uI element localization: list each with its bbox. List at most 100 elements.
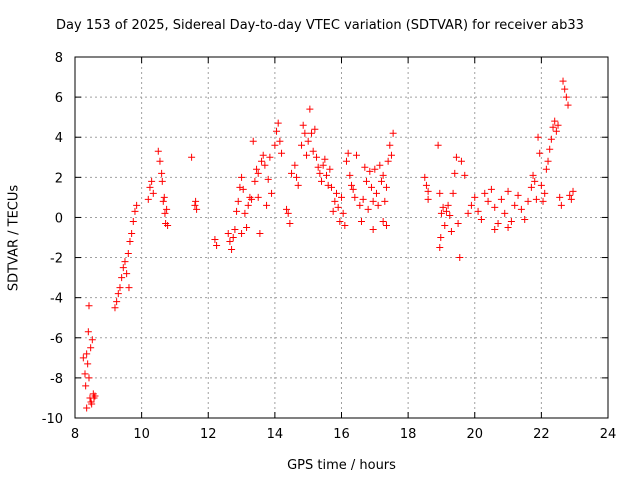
y-tick-label: -2 (50, 252, 63, 267)
y-tick-label: 0 (55, 211, 63, 226)
data-point-marker (81, 370, 89, 378)
x-tick-label: 20 (466, 427, 483, 442)
data-point-marker (323, 171, 331, 179)
x-tick-labels: 8 10 12 14 16 18 20 22 24 (71, 427, 616, 442)
data-point-marker (339, 209, 347, 217)
data-point-marker (569, 187, 577, 195)
data-point-marker (336, 217, 344, 225)
data-point-marker (253, 165, 261, 173)
x-tick-label: 24 (600, 427, 617, 442)
data-point-marker (346, 171, 354, 179)
data-point-marker (306, 105, 314, 113)
data-point-marker (366, 167, 374, 175)
data-point-marker (326, 165, 334, 173)
data-point-marker (303, 151, 311, 159)
data-point-marker (389, 129, 397, 137)
data-point-marker (536, 149, 544, 157)
data-point-marker (369, 225, 377, 233)
data-point-marker (487, 185, 495, 193)
x-tick-label: 8 (71, 427, 79, 442)
data-point-marker (559, 77, 567, 85)
data-point-marker (254, 193, 262, 201)
data-point-marker (461, 171, 469, 179)
data-point-marker (562, 93, 570, 101)
data-point-marker (213, 242, 221, 250)
data-point-marker (298, 141, 306, 149)
data-point-marker (456, 254, 464, 262)
data-point-marker (83, 350, 91, 358)
x-tick-label: 16 (333, 427, 350, 442)
data-point-marker (357, 217, 365, 225)
data-point-marker (474, 207, 482, 215)
data-point-marker (299, 121, 307, 129)
data-point-marker (421, 173, 429, 181)
data-point-marker (233, 207, 241, 215)
data-point-marker (278, 149, 286, 157)
data-point-marker (91, 392, 99, 400)
data-point-marker (549, 123, 557, 131)
data-point-marker (118, 274, 126, 282)
data-point-marker (193, 205, 201, 213)
data-point-marker (283, 205, 291, 213)
data-point-marker (532, 195, 540, 203)
data-point-marker (467, 201, 475, 209)
data-point-marker (263, 201, 271, 209)
data-point-marker (251, 177, 259, 185)
data-point-marker (524, 197, 532, 205)
data-point-marker (161, 209, 169, 217)
data-point-marker (316, 169, 324, 177)
data-point-marker (436, 189, 444, 197)
y-tick-label: 6 (55, 91, 63, 106)
data-point-marker (85, 302, 93, 310)
data-point-marker (319, 161, 327, 169)
data-point-marker (542, 165, 550, 173)
data-point-marker (444, 201, 452, 209)
data-point-marker (239, 185, 247, 193)
data-point-marker (294, 181, 302, 189)
data-point-marker (84, 360, 92, 368)
data-point-marker (564, 101, 572, 109)
data-point-marker (164, 221, 172, 229)
data-point-marker (481, 189, 489, 197)
data-point-marker (554, 121, 562, 129)
data-point-marker (121, 258, 129, 266)
data-point-marker (146, 183, 154, 191)
y-tick-label: 2 (55, 171, 63, 186)
data-point-marker (79, 354, 87, 362)
data-point-marker (534, 133, 542, 141)
data-point-marker (361, 163, 369, 171)
data-point-marker (149, 189, 157, 197)
data-point-marker (228, 246, 236, 254)
data-point-marker (437, 209, 445, 217)
data-point-marker (449, 189, 457, 197)
data-point-marker (557, 201, 565, 209)
x-tick-label: 10 (133, 427, 150, 442)
data-point-marker (241, 209, 249, 217)
data-point-marker (384, 157, 392, 165)
data-point-marker (328, 183, 336, 191)
data-point-marker (511, 201, 519, 209)
data-point-marker (259, 151, 267, 159)
data-point-marker (531, 177, 539, 185)
data-point-marker (273, 127, 281, 135)
data-point-marker (331, 197, 339, 205)
data-point-marker (371, 165, 379, 173)
data-point-marker (126, 238, 134, 246)
data-point-marker (258, 157, 266, 165)
data-point-marker (321, 155, 329, 163)
data-point-marker (123, 270, 131, 278)
data-point-marker (244, 201, 252, 209)
data-point-marker (84, 328, 92, 336)
data-point-marker (347, 181, 355, 189)
data-point-marker (434, 141, 442, 149)
y-tick-label: 4 (55, 131, 63, 146)
data-point-marker (539, 197, 547, 205)
data-point-marker (369, 197, 377, 205)
data-point-marker (304, 137, 312, 145)
x-axis-label: GPS time / hours (287, 458, 396, 473)
data-point-marker (477, 215, 485, 223)
chart-title: Day 153 of 2025, Sidereal Day-to-day VTE… (56, 18, 584, 33)
y-tick-label: -6 (50, 332, 63, 347)
data-point-marker (342, 157, 350, 165)
